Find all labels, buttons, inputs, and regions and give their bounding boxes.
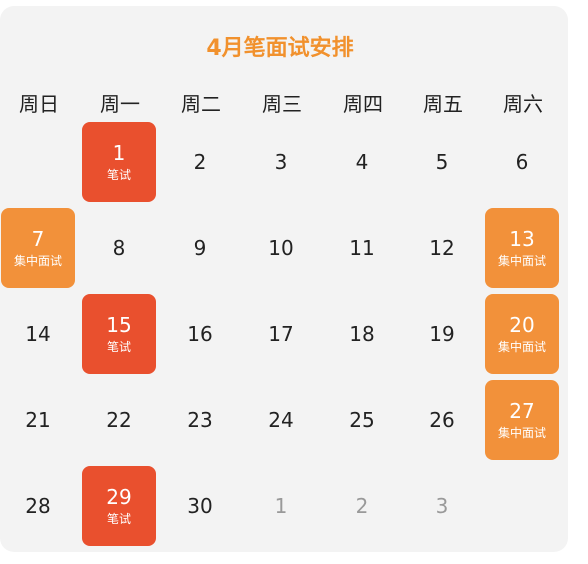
calendar-day[interactable]: 1 — [244, 466, 318, 546]
day-number: 2 — [355, 494, 369, 518]
event-label: 集中面试 — [497, 340, 546, 354]
day-number: 29 — [106, 485, 132, 509]
calendar-day[interactable]: 25 — [325, 380, 399, 460]
calendar-day[interactable]: 28 — [1, 466, 75, 546]
day-number: 8 — [112, 236, 126, 260]
event-label: 集中面试 — [497, 426, 546, 440]
day-number: 9 — [193, 236, 207, 260]
calendar-day[interactable]: 5 — [405, 122, 479, 202]
calendar-day[interactable]: 22 — [82, 380, 156, 460]
calendar-day[interactable]: 3 — [405, 466, 479, 546]
calendar-day-event[interactable]: 13 集中面试 — [485, 208, 559, 288]
calendar-day[interactable]: 10 — [244, 208, 318, 288]
calendar-day[interactable]: 14 — [1, 294, 75, 374]
calendar-day[interactable]: 2 — [325, 466, 399, 546]
calendar-day[interactable]: 6 — [485, 122, 559, 202]
day-number: 11 — [349, 236, 375, 260]
weekday-header: 周二 — [181, 92, 221, 116]
calendar-day-event[interactable]: 15 笔试 — [82, 294, 156, 374]
day-number: 13 — [509, 227, 535, 251]
day-number: 3 — [274, 150, 288, 174]
weekday-header: 周四 — [343, 92, 383, 116]
day-number: 15 — [106, 313, 132, 337]
day-number: 12 — [429, 236, 455, 260]
calendar-day[interactable]: 3 — [244, 122, 318, 202]
day-number: 22 — [106, 408, 132, 432]
calendar-day[interactable]: 21 — [1, 380, 75, 460]
calendar-day-event[interactable]: 1 笔试 — [82, 122, 156, 202]
day-number: 18 — [349, 322, 375, 346]
weekday-header: 周三 — [262, 92, 302, 116]
calendar-day[interactable]: 26 — [405, 380, 479, 460]
day-number: 16 — [187, 322, 213, 346]
event-label: 集中面试 — [13, 254, 62, 268]
calendar-day — [485, 466, 559, 546]
calendar-day[interactable]: 17 — [244, 294, 318, 374]
day-number: 14 — [25, 322, 51, 346]
day-number: 1 — [274, 494, 288, 518]
day-number: 6 — [515, 150, 529, 174]
weekday-header: 周六 — [503, 92, 543, 116]
calendar-day[interactable]: 4 — [325, 122, 399, 202]
calendar-day[interactable]: 11 — [325, 208, 399, 288]
day-number: 2 — [193, 150, 207, 174]
day-number: 20 — [509, 313, 535, 337]
day-number: 19 — [429, 322, 455, 346]
calendar-day[interactable]: 2 — [163, 122, 237, 202]
calendar-day[interactable]: 12 — [405, 208, 479, 288]
day-number: 24 — [268, 408, 294, 432]
weekday-header: 周一 — [100, 92, 140, 116]
day-number: 3 — [435, 494, 449, 518]
day-number: 10 — [268, 236, 294, 260]
day-number: 27 — [509, 399, 535, 423]
day-number: 30 — [187, 494, 213, 518]
day-number: 28 — [25, 494, 51, 518]
calendar-day-event[interactable]: 29 笔试 — [82, 466, 156, 546]
calendar-card: 4月笔面试安排 — [0, 6, 568, 552]
calendar-day-event[interactable]: 7 集中面试 — [1, 208, 75, 288]
calendar-day-event[interactable]: 20 集中面试 — [485, 294, 559, 374]
event-label: 集中面试 — [497, 254, 546, 268]
calendar-day[interactable]: 9 — [163, 208, 237, 288]
calendar-day — [1, 122, 75, 202]
day-number: 23 — [187, 408, 213, 432]
weekday-header: 周五 — [423, 92, 463, 116]
calendar-day-event[interactable]: 27 集中面试 — [485, 380, 559, 460]
calendar-title: 4月笔面试安排 — [206, 36, 354, 61]
event-label: 笔试 — [106, 168, 131, 182]
day-number: 7 — [31, 227, 45, 251]
day-number: 25 — [349, 408, 375, 432]
day-number: 1 — [112, 141, 126, 165]
day-number: 26 — [429, 408, 455, 432]
calendar-day[interactable]: 19 — [405, 294, 479, 374]
day-number: 4 — [355, 150, 369, 174]
event-label: 笔试 — [106, 512, 131, 526]
day-number: 21 — [25, 408, 51, 432]
calendar-day[interactable]: 8 — [82, 208, 156, 288]
calendar-day[interactable]: 30 — [163, 466, 237, 546]
calendar-day[interactable]: 23 — [163, 380, 237, 460]
calendar-day[interactable]: 18 — [325, 294, 399, 374]
day-number: 17 — [268, 322, 294, 346]
calendar-day[interactable]: 16 — [163, 294, 237, 374]
event-label: 笔试 — [106, 340, 131, 354]
calendar-day[interactable]: 24 — [244, 380, 318, 460]
day-number: 5 — [435, 150, 449, 174]
weekday-header: 周日 — [19, 92, 59, 116]
